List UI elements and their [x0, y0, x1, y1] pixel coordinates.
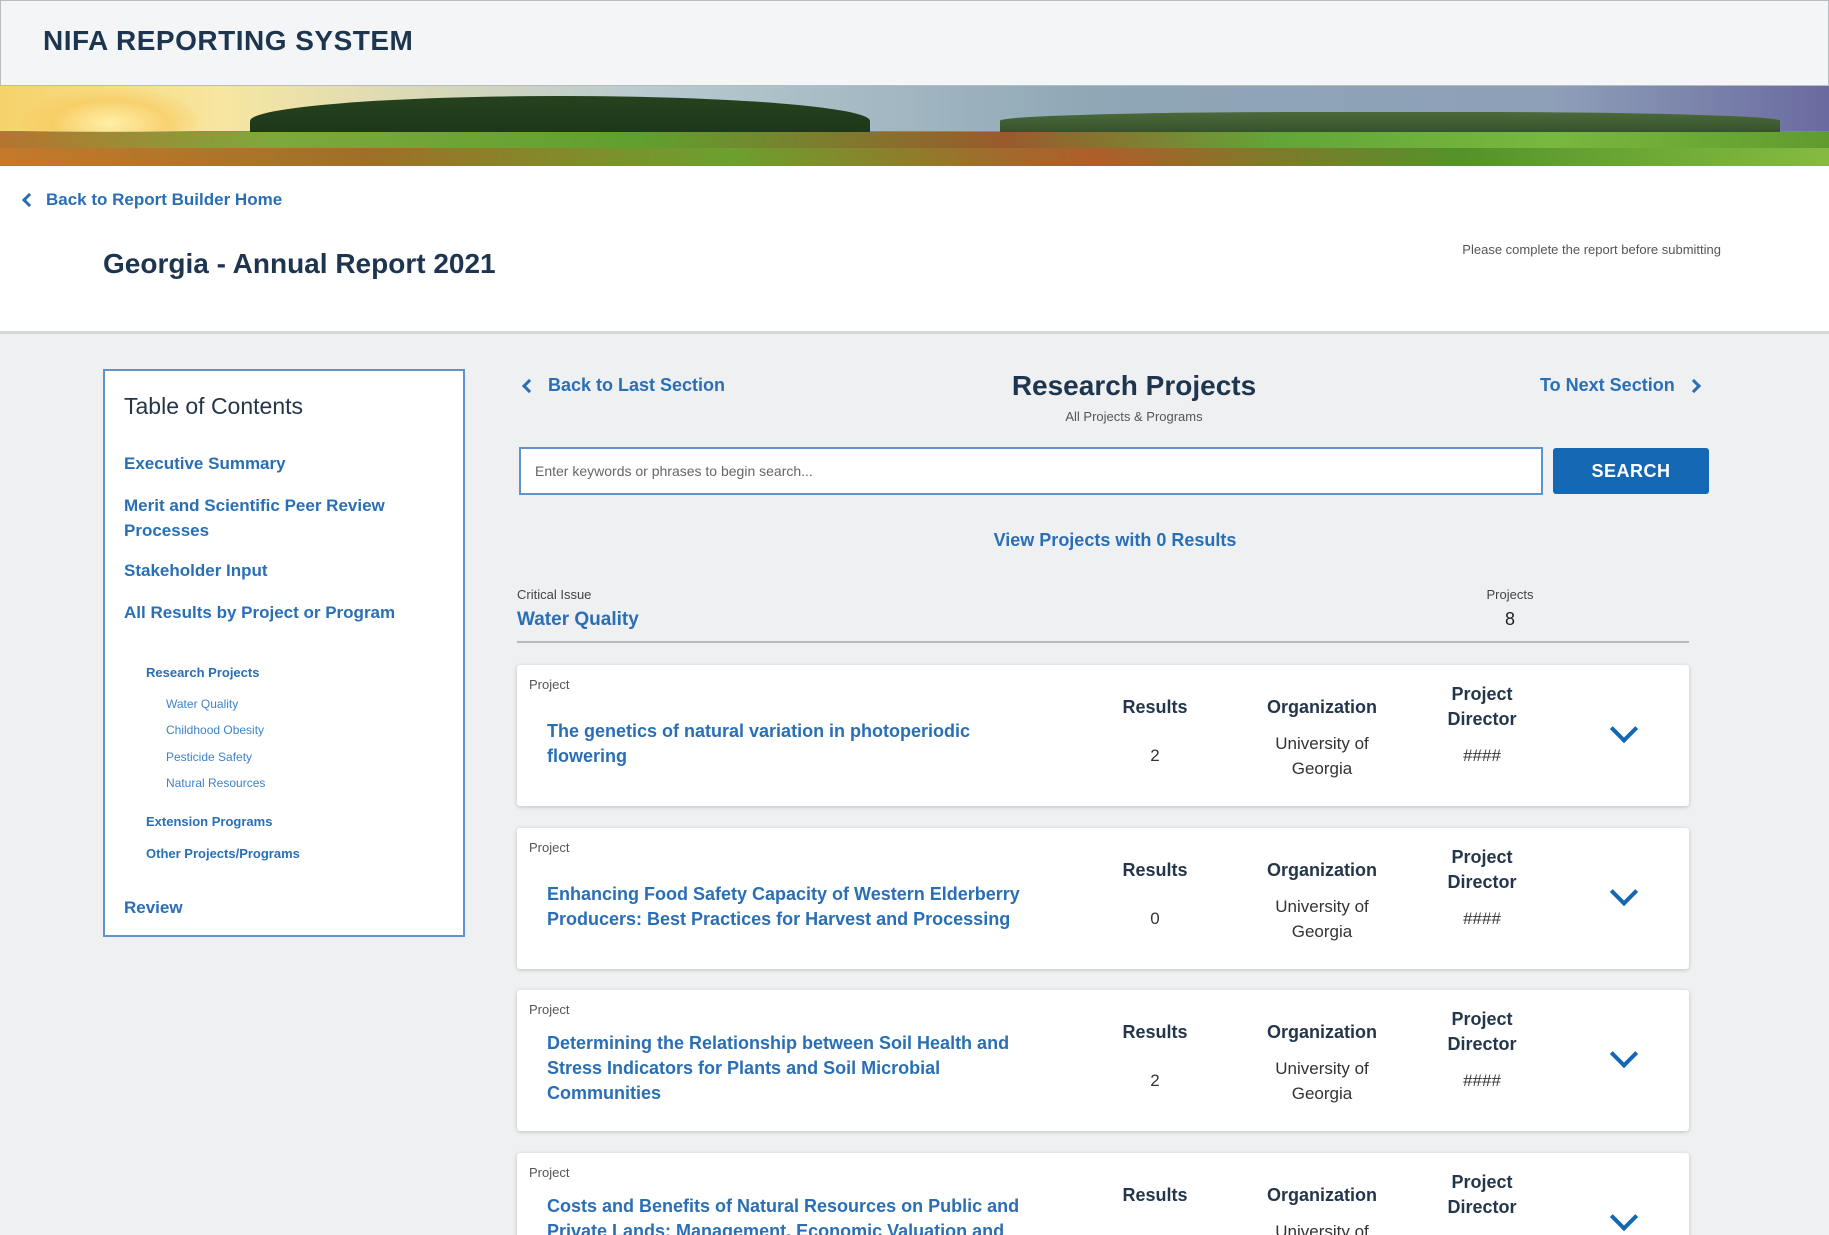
completion-note: Please complete the report before submit…	[1462, 242, 1721, 257]
chevron-down-icon	[1609, 1202, 1639, 1232]
search-button[interactable]: SEARCH	[1553, 448, 1709, 494]
toc-item-water-quality[interactable]: Water Quality	[166, 697, 239, 711]
projects-count-label: Projects	[1486, 587, 1534, 602]
project-kicker: Project	[529, 840, 570, 855]
organization-header: Organization	[1266, 697, 1377, 717]
results-header: Results	[1122, 860, 1188, 880]
banner-field-foreground	[0, 148, 1829, 166]
critical-issue-label: Critical Issue	[517, 587, 592, 602]
results-value: 0	[1150, 909, 1160, 928]
chevron-right-icon	[1686, 378, 1701, 393]
chevron-left-icon	[21, 192, 37, 208]
expand-toggle[interactable]	[1607, 714, 1643, 753]
organization-value: University of Georgia	[1275, 734, 1369, 778]
section-title: Research Projects	[1011, 370, 1257, 401]
projects-count: 8	[1504, 609, 1515, 629]
project-kicker: Project	[529, 677, 570, 692]
project-card: Project The genetics of natural variatio…	[517, 665, 1689, 806]
toc-item-review[interactable]: Review	[124, 898, 183, 917]
divider	[517, 641, 1689, 643]
toc-title: Table of Contents	[124, 393, 304, 419]
project-title-link[interactable]: Costs and Benefits of Natural Resources …	[547, 1196, 1020, 1235]
landscape-banner	[0, 86, 1829, 166]
organization-header: Organization	[1266, 1185, 1377, 1205]
organization-value: University of Georgia	[1275, 1059, 1369, 1103]
director-header: Project Director	[1447, 847, 1517, 892]
toc-item-stakeholder-input[interactable]: Stakeholder Input	[124, 561, 268, 580]
to-next-section-label: To Next Section	[1540, 375, 1675, 395]
toc-item-peer-review[interactable]: Merit and Scientific Peer Review Process…	[124, 496, 385, 540]
toc-item-executive-summary[interactable]: Executive Summary	[124, 454, 286, 473]
results-header: Results	[1122, 697, 1188, 717]
director-header: Project Director	[1447, 684, 1517, 729]
toc-item-natural-resources[interactable]: Natural Resources	[166, 776, 266, 790]
banner-far-trees	[1000, 112, 1780, 134]
organization-value: University of Georgia	[1275, 897, 1369, 941]
organization-header: Organization	[1266, 860, 1377, 880]
results-header: Results	[1122, 1022, 1188, 1042]
report-header: Back to Report Builder Home Georgia - An…	[0, 166, 1829, 334]
expand-toggle[interactable]	[1607, 877, 1643, 916]
chevron-down-icon	[1609, 714, 1639, 744]
chevron-down-icon	[1609, 877, 1639, 907]
back-to-home-label: Back to Report Builder Home	[46, 190, 283, 209]
toc-item-childhood-obesity[interactable]: Childhood Obesity	[166, 723, 265, 737]
to-next-section-link[interactable]: To Next Section	[1540, 375, 1701, 396]
critical-issue-value[interactable]: Water Quality	[517, 609, 639, 630]
table-of-contents: Table of Contents Executive Summary Meri…	[103, 369, 465, 937]
chevron-left-icon	[521, 378, 537, 393]
results-value: 2	[1150, 1071, 1160, 1090]
app-title: NIFA REPORTING SYSTEM	[43, 25, 414, 56]
project-card: Project Enhancing Food Safety Capacity o…	[517, 828, 1689, 969]
director-value: ####	[1463, 909, 1501, 928]
director-header: Project Director	[1447, 1009, 1517, 1054]
project-title-link[interactable]: The genetics of natural variation in pho…	[547, 721, 971, 766]
project-card: Project Costs and Benefits of Natural Re…	[517, 1153, 1689, 1235]
project-title-link[interactable]: Enhancing Food Safety Capacity of Wester…	[547, 884, 1020, 929]
toc-item-other-projects[interactable]: Other Projects/Programs	[146, 846, 300, 861]
back-to-last-section-link[interactable]: Back to Last Section	[521, 375, 726, 396]
organization-value: University of	[1275, 1222, 1369, 1235]
project-card: Project Determining the Relationship bet…	[517, 990, 1689, 1131]
organization-header: Organization	[1266, 1022, 1377, 1042]
expand-toggle[interactable]	[1607, 1202, 1643, 1235]
director-header: Project Director	[1447, 1172, 1517, 1217]
toc-item-research-projects[interactable]: Research Projects	[146, 665, 260, 680]
project-kicker: Project	[529, 1002, 570, 1017]
view-zero-results-link[interactable]: View Projects with 0 Results	[993, 530, 1237, 550]
back-to-home-link[interactable]: Back to Report Builder Home	[21, 190, 283, 210]
results-value: 2	[1150, 746, 1160, 765]
results-header: Results	[1122, 1185, 1188, 1205]
expand-toggle[interactable]	[1607, 1039, 1643, 1078]
back-to-last-section-label: Back to Last Section	[548, 375, 726, 395]
search-input[interactable]	[519, 447, 1543, 495]
director-value: ####	[1463, 746, 1501, 765]
project-title-link[interactable]: Determining the Relationship between Soi…	[547, 1033, 1010, 1103]
toc-item-pesticide-safety[interactable]: Pesticide Safety	[166, 750, 253, 764]
toc-item-all-results[interactable]: All Results by Project or Program	[124, 603, 396, 622]
director-value: ####	[1463, 1071, 1501, 1090]
app-header: NIFA REPORTING SYSTEM	[0, 0, 1829, 86]
report-title: Georgia - Annual Report 2021	[103, 248, 496, 279]
chevron-down-icon	[1609, 1039, 1639, 1069]
project-kicker: Project	[529, 1165, 570, 1180]
toc-item-extension-programs[interactable]: Extension Programs	[146, 814, 273, 829]
section-subtitle: All Projects & Programs	[1065, 409, 1203, 424]
